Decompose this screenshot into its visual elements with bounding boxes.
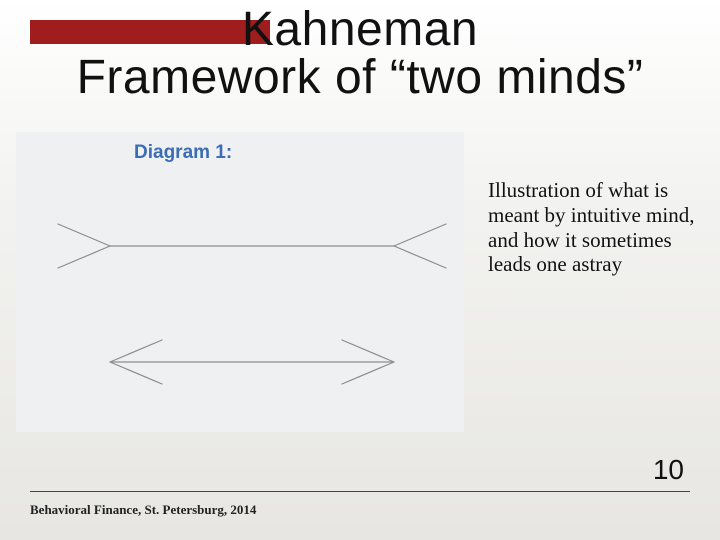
diagram-label: Diagram 1: — [134, 142, 232, 164]
caption-text: Illustration of what is meant by intuiti… — [488, 178, 704, 277]
page-number: 10 — [653, 454, 684, 486]
slide: Kahneman Framework of “two minds” Diagra… — [0, 0, 720, 540]
footer-text: Behavioral Finance, St. Petersburg, 2014 — [30, 502, 256, 518]
diagram-box: Diagram 1: — [16, 132, 464, 432]
title-line-2: Framework of “two minds” — [77, 51, 644, 104]
muller-lyer-illusion — [16, 184, 464, 424]
slide-title: Kahneman Framework of “two minds” — [0, 6, 720, 102]
bottom-rule — [30, 491, 690, 492]
title-line-1: Kahneman — [242, 3, 478, 56]
